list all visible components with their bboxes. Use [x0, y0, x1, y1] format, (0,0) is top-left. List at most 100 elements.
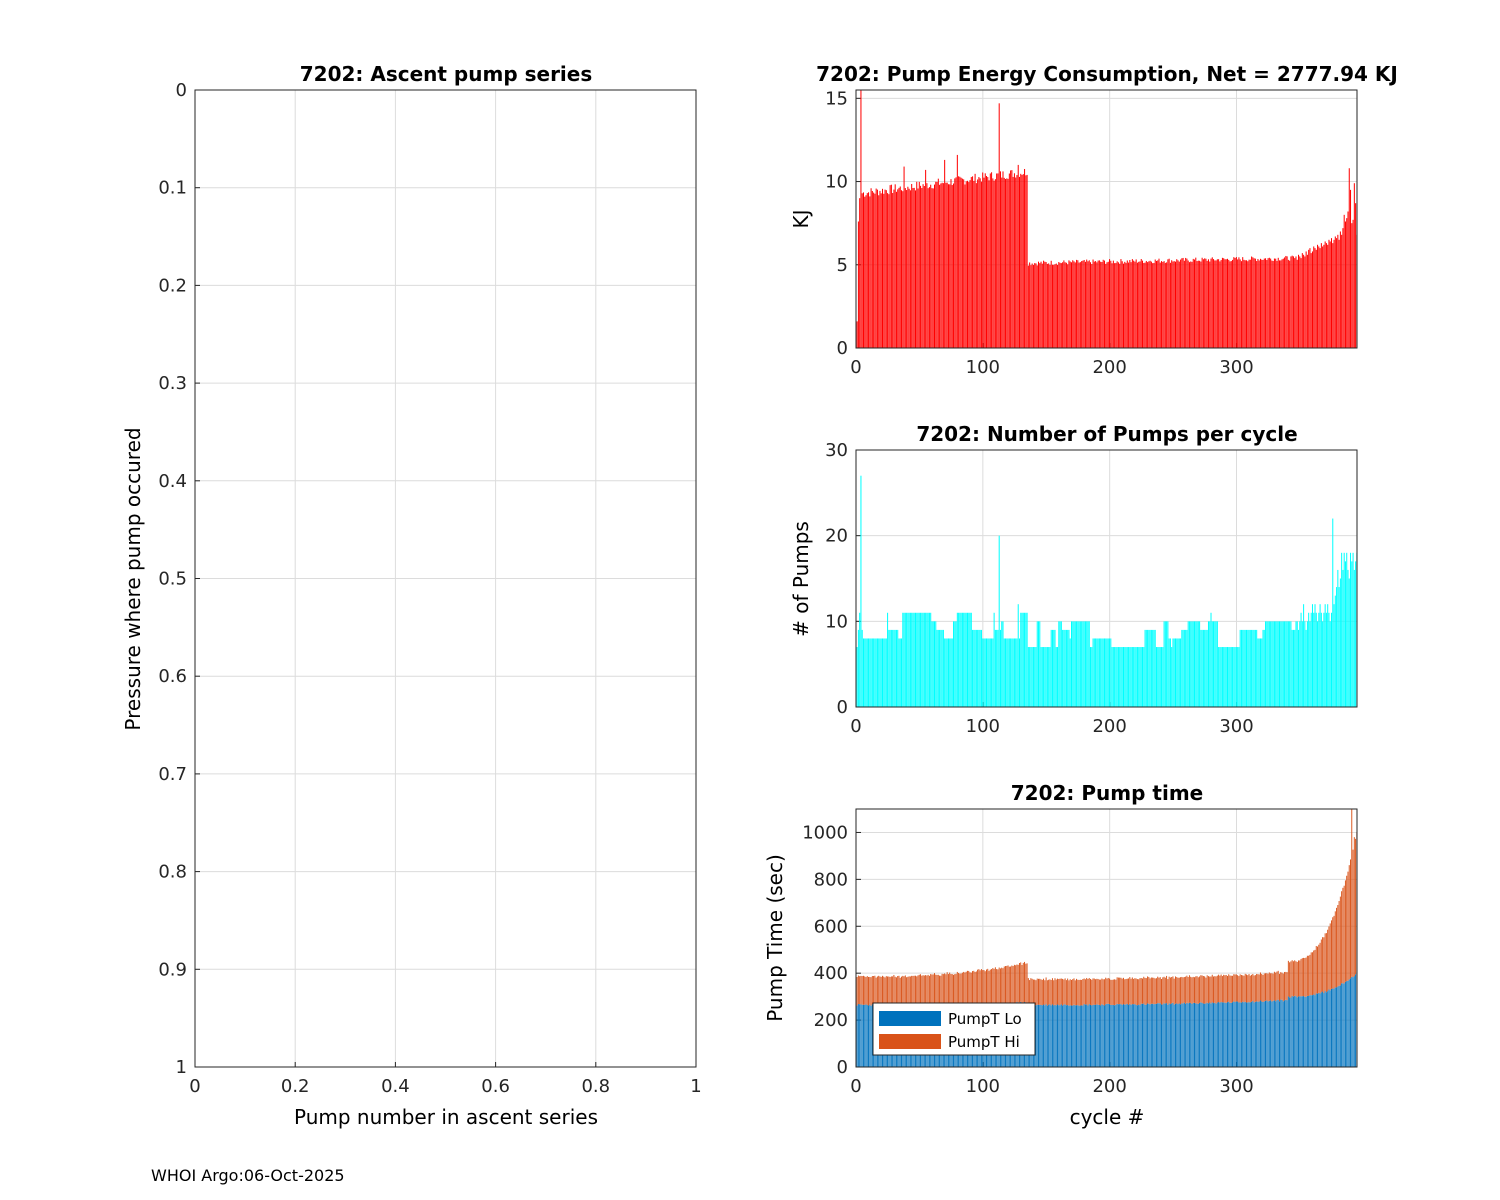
- pumptime-bar-lo: [1306, 995, 1308, 1067]
- pumptime-bar-lo: [1252, 1001, 1254, 1067]
- pumps-bar: [871, 638, 873, 707]
- pumptime-bar-hi: [1237, 975, 1239, 1002]
- pumptime-bar-lo: [1153, 1004, 1155, 1067]
- pumptime-bar-hi: [998, 967, 1000, 1003]
- pumptime-bar-hi: [1213, 976, 1214, 1004]
- pumptime-bar-hi: [1273, 971, 1275, 1001]
- pumps-bar: [1309, 621, 1311, 707]
- energy-x-tick-label: 200: [1092, 357, 1126, 378]
- pumps-bar: [993, 612, 995, 707]
- pumps-bar: [1219, 647, 1221, 707]
- pumptime-bar-lo: [1294, 995, 1296, 1067]
- pumptime-bar-hi: [875, 977, 877, 1006]
- pumps-bar: [1190, 621, 1192, 707]
- pumptime-bar-lo: [1257, 1001, 1259, 1067]
- energy-bar: [996, 173, 998, 348]
- energy-bar: [856, 321, 858, 348]
- pumps-bar: [941, 629, 943, 707]
- energy-bar: [1272, 260, 1274, 348]
- energy-bar: [1078, 262, 1080, 348]
- pumptime-bar-lo: [1143, 1003, 1145, 1067]
- energy-bar: [1140, 259, 1142, 348]
- energy-chart-title: 7202: Pump Energy Consumption, Net = 277…: [816, 62, 1398, 86]
- pumps-bar: [916, 612, 918, 707]
- pumptime-bar-hi: [1054, 978, 1056, 1005]
- energy-bar: [1337, 234, 1339, 348]
- energy-bar: [1155, 260, 1157, 348]
- pumptime-bar-hi: [1194, 977, 1195, 1003]
- pumptime-bar-lo: [1121, 1004, 1123, 1067]
- energy-bar: [1211, 257, 1213, 348]
- pumps-bar: [1095, 638, 1097, 707]
- pumptime-bar-hi: [1196, 976, 1198, 1004]
- pumps-bar: [1194, 621, 1196, 707]
- pumps-bar: [1353, 569, 1355, 707]
- pumps-bar: [1022, 612, 1024, 707]
- pumptime-bar-lo: [1088, 1004, 1090, 1067]
- energy-bar: [1318, 246, 1320, 348]
- pumptime-bar-hi: [1062, 978, 1064, 1006]
- pumptime-bar-lo: [1131, 1004, 1133, 1067]
- energy-bar: [1145, 260, 1147, 348]
- pumptime-bar-lo: [1285, 999, 1287, 1067]
- pumps-bar: [1142, 647, 1144, 707]
- energy-bar: [1347, 211, 1349, 348]
- pumptime-bar-lo: [1281, 999, 1283, 1067]
- pumps-bar: [1294, 629, 1296, 707]
- pumptime-bar-lo: [1140, 1003, 1142, 1067]
- pumps-bar: [921, 612, 923, 707]
- pumps-bar: [1150, 629, 1152, 707]
- pumptime-bar-lo: [1309, 995, 1311, 1067]
- pumptime-bar-hi: [1144, 977, 1146, 1005]
- pumptime-bar-hi: [892, 976, 894, 1005]
- energy-bar: [918, 181, 920, 348]
- pumptime-bar-hi: [857, 975, 859, 1005]
- pumptime-x-tick-label: 100: [966, 1076, 1000, 1097]
- ascent-y-tick-label: 0.8: [158, 862, 187, 883]
- energy-x-tick-label: 300: [1219, 357, 1253, 378]
- pumps-bar: [1043, 647, 1045, 707]
- pumps-bar: [1226, 647, 1229, 707]
- energy-bar: [1200, 261, 1202, 348]
- pumps-bar: [1243, 629, 1245, 707]
- energy-bar: [1030, 265, 1032, 348]
- pumptime-bar-hi: [968, 970, 970, 1004]
- pumptime-bar-lo: [1246, 1002, 1247, 1067]
- pumptime-bar-lo: [1295, 996, 1297, 1067]
- pumptime-bar-hi: [1254, 975, 1256, 1002]
- energy-bar: [1290, 256, 1292, 348]
- energy-bar: [870, 188, 872, 348]
- energy-bar: [1339, 231, 1341, 348]
- pumps-bar: [942, 629, 944, 707]
- pumps-bar: [1077, 621, 1079, 707]
- pumps-bar: [1116, 647, 1118, 707]
- energy-bar: [1040, 261, 1042, 348]
- pumptime-bar-hi: [1153, 977, 1155, 1005]
- pumptime-bar-hi: [1100, 979, 1102, 1006]
- pumptime-chart-title: 7202: Pump time: [1011, 781, 1203, 805]
- pumptime-bar-hi: [901, 976, 902, 1005]
- pumptime-bar-lo: [860, 1004, 862, 1067]
- pumps-bar: [1267, 621, 1269, 707]
- energy-bar: [1186, 258, 1188, 348]
- energy-bar: [875, 188, 877, 348]
- pumptime-bar-hi: [1074, 980, 1076, 1006]
- pumptime-bar-lo: [1096, 1004, 1098, 1067]
- energy-bar: [953, 183, 955, 348]
- pumps-bar: [1330, 612, 1333, 707]
- pumptime-bar-lo: [1126, 1003, 1128, 1067]
- pumps-bar: [1167, 621, 1169, 707]
- pumps-bar: [1257, 638, 1259, 707]
- pumptime-bar-lo: [1194, 1002, 1195, 1067]
- energy-bar: [878, 195, 880, 348]
- pumps-bars: [856, 475, 1358, 707]
- pumps-bar: [1199, 621, 1201, 707]
- energy-bar: [1223, 258, 1225, 348]
- pumps-bar: [1017, 604, 1019, 707]
- energy-bar: [1157, 260, 1159, 348]
- pumptime-bar-hi: [1046, 980, 1048, 1006]
- pumps-bar: [928, 612, 930, 707]
- pumptime-bar-hi: [1206, 975, 1208, 1003]
- pumptime-bar-hi: [1341, 891, 1343, 984]
- energy-bar: [1352, 219, 1354, 348]
